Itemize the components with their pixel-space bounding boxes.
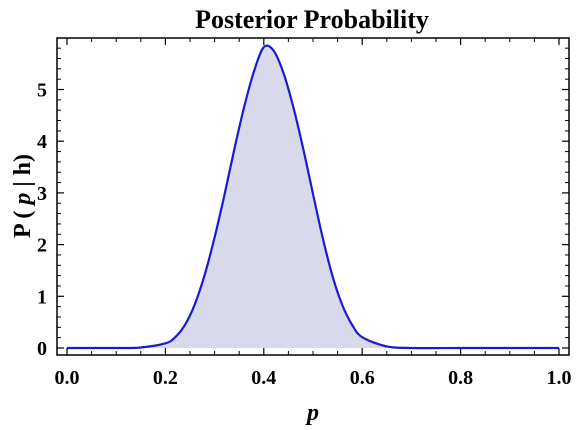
x-tick-label-3: 0.6	[350, 367, 375, 389]
y-tick-label-1: 1	[37, 286, 47, 308]
y-axis-label-var: p	[10, 193, 36, 207]
posterior-line	[67, 44, 559, 350]
y-tick-label-5: 5	[37, 80, 47, 102]
x-axis-label: p	[305, 400, 319, 426]
y-axis-ticks: 0 1 2 3 4 5	[37, 47, 569, 360]
y-tick-label-2: 2	[37, 235, 47, 257]
x-tick-label-1: 0.2	[153, 367, 178, 389]
x-tick-label-4: 0.8	[448, 367, 473, 389]
y-tick-label-3: 3	[37, 183, 47, 205]
x-tick-label-0: 0.0	[55, 367, 80, 389]
x-tick-label-5: 1.0	[547, 367, 572, 389]
x-axis-ticks: 0.0 0.2 0.4 0.6 0.8 1.0	[55, 38, 572, 389]
y-axis-label: P ( p | h)	[10, 154, 36, 238]
y-axis-label-suffix: | h)	[10, 154, 36, 193]
chart-title: Posterior Probability	[195, 5, 429, 34]
y-tick-label-4: 4	[37, 131, 47, 153]
y-tick-label-0: 0	[37, 338, 47, 360]
plot-area	[67, 44, 559, 350]
x-tick-label-2: 0.4	[251, 367, 276, 389]
y-axis-label-prefix: P (	[10, 205, 36, 238]
